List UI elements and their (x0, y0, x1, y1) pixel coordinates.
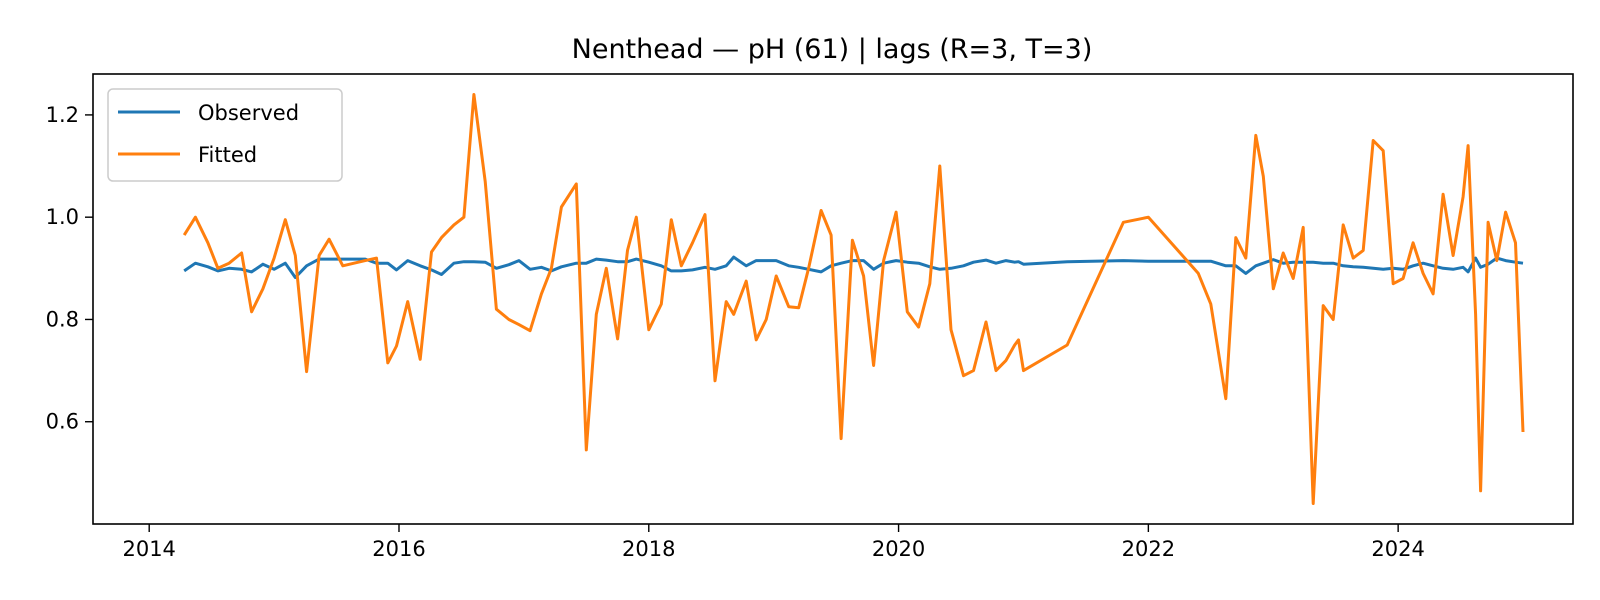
x-tick-label: 2022 (1122, 537, 1175, 561)
x-tick-label: 2020 (872, 537, 925, 561)
y-tick-label: 1.0 (46, 205, 79, 229)
y-tick-label: 0.8 (46, 307, 79, 331)
plot-frame (92, 73, 1574, 525)
legend-label-fitted: Fitted (198, 143, 257, 167)
series-layer (182, 93, 1525, 505)
x-tick-label: 2018 (622, 537, 675, 561)
y-tick-label: 1.2 (46, 103, 79, 127)
legend-label-observed: Observed (198, 101, 299, 125)
chart-title: Nenthead — pH (61) | lags (R=3, T=3) (572, 34, 1093, 65)
legend: Observed Fitted (107, 88, 343, 182)
x-tick-label: 2014 (122, 537, 175, 561)
series-line-observed (183, 255, 1524, 279)
series-line-fitted (182, 93, 1525, 505)
x-tick-label: 2024 (1371, 537, 1424, 561)
x-tick-label: 2016 (372, 537, 425, 561)
tick-layer: 2014 2016 2018 2020 2022 2024 0.6 0.8 1.0 1.2 (46, 103, 1425, 561)
y-tick-label: 0.6 (46, 410, 79, 434)
